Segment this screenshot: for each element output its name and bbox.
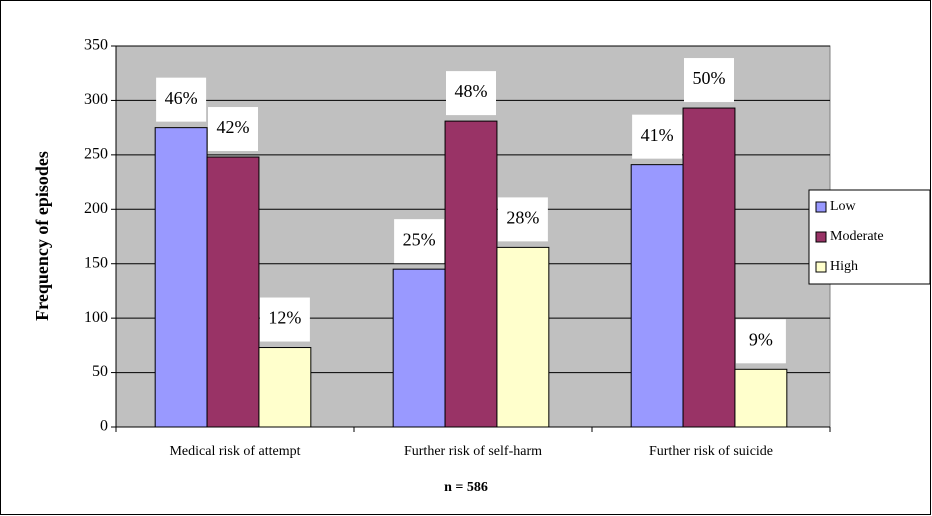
bar [682, 107, 736, 428]
legend-swatch [815, 261, 827, 273]
y-tick-label: 50 [92, 363, 108, 380]
bar [444, 120, 498, 428]
y-tick-label: 150 [84, 254, 108, 271]
x-tick-label: Further risk of self-harm [404, 444, 542, 459]
data-label: 48% [455, 81, 488, 101]
x-tick-label: Further risk of suicide [649, 444, 773, 459]
legend-label: Low [830, 199, 857, 214]
data-label-box [735, 319, 786, 364]
data-label: 41% [641, 125, 674, 145]
data-label: 12% [268, 308, 301, 328]
y-tick-label: 200 [84, 200, 108, 217]
bar [392, 268, 446, 428]
bar [630, 164, 684, 428]
data-label-box [684, 58, 734, 103]
legend-label: Moderate [830, 229, 884, 244]
bar [154, 127, 208, 428]
bar [734, 368, 788, 428]
data-label: 42% [217, 117, 250, 137]
data-label-box [259, 297, 310, 342]
y-tick-label: 100 [84, 309, 108, 326]
y-tick-label: 250 [84, 146, 108, 163]
legend-swatch [815, 231, 827, 243]
data-label-box [446, 71, 496, 116]
y-tick-label: 350 [84, 37, 108, 54]
data-label: 50% [693, 68, 726, 88]
data-label: 9% [749, 329, 773, 349]
bar [496, 246, 550, 428]
data-label-box [156, 77, 207, 122]
bar [258, 347, 312, 428]
data-label: 25% [403, 229, 436, 249]
legend-swatch [815, 201, 827, 213]
y-tick-label: 0 [100, 418, 108, 435]
data-label: 28% [506, 208, 539, 228]
data-label-box [394, 219, 445, 264]
data-label-box [497, 197, 548, 242]
legend-box [808, 189, 931, 285]
x-axis-title: n = 586 [444, 480, 488, 495]
data-label-box [208, 107, 258, 152]
y-tick-label: 300 [84, 91, 108, 108]
data-label: 46% [165, 88, 198, 108]
bar [206, 156, 260, 428]
data-label-box [632, 114, 683, 159]
x-tick-label: Medical risk of attempt [169, 444, 300, 459]
legend-label: High [830, 259, 858, 274]
y-axis-title: Frequency of episodes [32, 151, 52, 321]
